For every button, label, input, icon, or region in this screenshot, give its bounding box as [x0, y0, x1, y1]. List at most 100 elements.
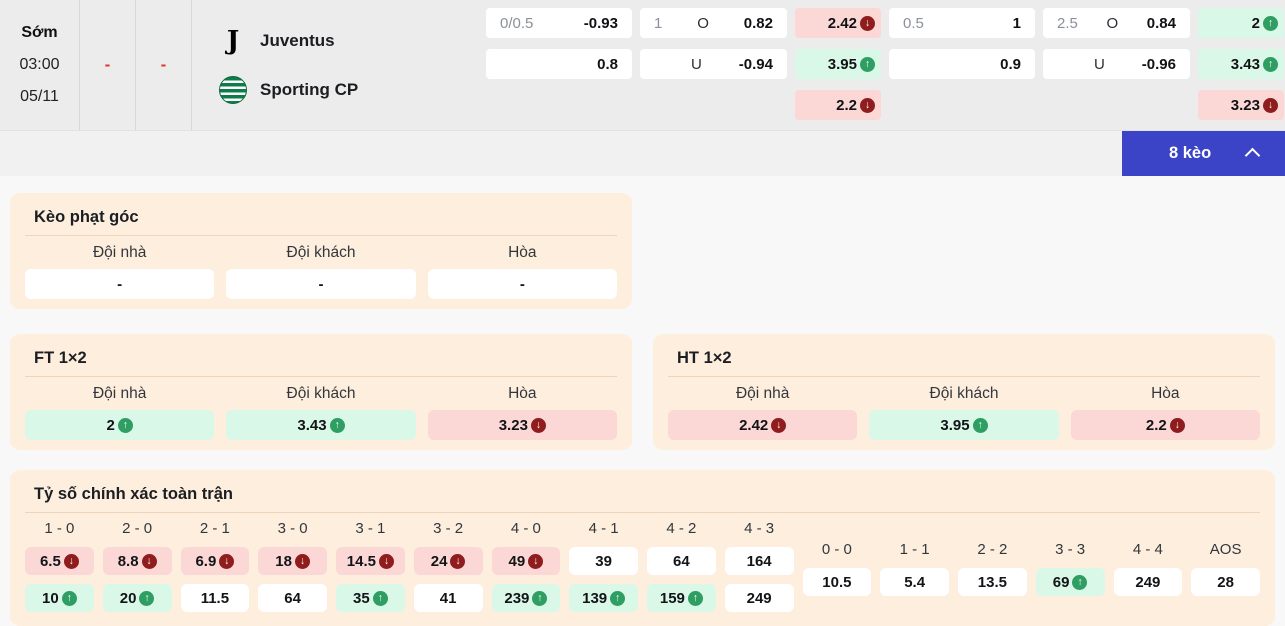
- hdp1-home-value: -0.93: [583, 14, 618, 32]
- score-away: -: [160, 55, 167, 74]
- score-odd-top[interactable]: 39: [569, 547, 638, 575]
- corner-odds-home[interactable]: -: [25, 269, 215, 299]
- home-team-row[interactable]: J Juventus: [219, 26, 486, 56]
- score-odd[interactable]: 69 ↑: [1035, 568, 1105, 596]
- ft-panel-title: FT 1×2: [25, 347, 617, 377]
- ht-odds-home[interactable]: 2.42 ↓: [668, 410, 858, 440]
- match-stage: Sớm: [21, 24, 58, 41]
- odds-value: 3.23: [1230, 96, 1260, 114]
- score-odd-bottom[interactable]: 11.5: [180, 584, 250, 612]
- ht-odds-away[interactable]: 3.95 ↑: [869, 410, 1059, 440]
- hdp1-line: 0/0.5: [500, 14, 534, 32]
- score-odd-top[interactable]: 6.9 ↓: [180, 547, 250, 575]
- score-odd-top[interactable]: 18 ↓: [258, 547, 327, 575]
- match-date: 05/11: [20, 88, 59, 105]
- odds-toggle-bar: 8 kèo: [0, 130, 1285, 176]
- oneXtwo2-draw[interactable]: 3.23 ↓: [1198, 90, 1284, 120]
- odds-value: 14.5: [346, 552, 376, 570]
- score-odd-top[interactable]: 49 ↓: [491, 547, 561, 575]
- hdp2-home-odds[interactable]: 0.5 1: [889, 8, 1035, 38]
- arrow-down-icon: ↓: [450, 553, 466, 569]
- ht-header-away: Đội khách: [929, 385, 999, 402]
- score-odd-bottom[interactable]: 249: [724, 584, 794, 612]
- chevron-up-icon: [1244, 147, 1261, 164]
- odds-value: 159: [659, 589, 685, 607]
- score-column-1-1: 1 - 1 5.4: [880, 540, 949, 612]
- hdp1-away-odds[interactable]: 0.8: [486, 49, 632, 79]
- score-odd[interactable]: 10.5: [802, 568, 872, 596]
- odds-value: 49: [508, 552, 526, 570]
- match-time: 03:00: [19, 56, 60, 73]
- score-odd[interactable]: 5.4: [880, 568, 949, 596]
- exact-score-panel: Tỷ số chính xác toàn trận 1 - 0 6.5 ↓ 10 ↑ 2 …: [10, 470, 1275, 626]
- ft-odds-away[interactable]: 3.43 ↑: [226, 410, 416, 440]
- score-column-3-2: 3 - 2 24 ↓ 41: [413, 519, 483, 612]
- arrow-up-icon: ↑: [1263, 56, 1278, 72]
- score-odd-bottom[interactable]: 139 ↑: [569, 584, 638, 612]
- ht-odds-draw[interactable]: 2.2 ↓: [1070, 410, 1260, 440]
- score-odd[interactable]: 28: [1191, 568, 1260, 596]
- odds-value: 3.95: [940, 416, 970, 434]
- odds-value: 2.42: [827, 14, 857, 32]
- odds-value: 2.2: [1145, 416, 1167, 434]
- corner-odds-draw[interactable]: -: [427, 269, 617, 299]
- hdp2-away-odds[interactable]: 0.9: [889, 49, 1035, 79]
- exact-score-title: Tỷ số chính xác toàn trận: [25, 483, 1260, 513]
- arrow-down-icon: ↓: [528, 553, 544, 569]
- arrow-up-icon: ↑: [610, 590, 626, 606]
- score-odd-bottom[interactable]: 20 ↑: [102, 584, 172, 612]
- ou2-over-odds[interactable]: 2.5 O 0.84: [1043, 8, 1190, 38]
- score-label: 4 - 2: [666, 520, 697, 537]
- hdp2-home-value: 1: [1012, 14, 1021, 32]
- score-odd-bottom[interactable]: 10 ↑: [25, 584, 94, 612]
- score-odd-bottom[interactable]: 41: [413, 584, 483, 612]
- oneXtwo2-home[interactable]: 2 ↑: [1198, 8, 1284, 38]
- score-label: 2 - 2: [977, 541, 1008, 558]
- toggle-odds-button[interactable]: 8 kèo: [1122, 131, 1285, 176]
- score-odd[interactable]: 13.5: [958, 568, 1027, 596]
- score-odd-top[interactable]: 14.5 ↓: [336, 547, 405, 575]
- corner-odds-away[interactable]: -: [226, 269, 416, 299]
- ft-odds-home[interactable]: 2 ↑: [25, 410, 215, 440]
- ou2-under-label: U: [1093, 55, 1105, 73]
- ft-odds-draw[interactable]: 3.23 ↓: [427, 410, 617, 440]
- score-odd-top[interactable]: 164: [724, 547, 794, 575]
- odds-value: 69: [1052, 573, 1070, 591]
- arrow-down-icon: ↓: [63, 553, 79, 569]
- arrow-down-icon: ↓: [294, 553, 310, 569]
- oneXtwo1-home[interactable]: 2.42 ↓: [795, 8, 881, 38]
- odds-value: 2.42: [739, 416, 769, 434]
- score-column-4-1: 4 - 1 39 139 ↑: [569, 519, 638, 612]
- score-odd-bottom[interactable]: 64: [258, 584, 327, 612]
- score-odd-bottom[interactable]: 239 ↑: [491, 584, 561, 612]
- home-team-name: Juventus: [260, 30, 335, 50]
- away-team-row[interactable]: Sporting CP: [219, 75, 486, 104]
- ft-header-draw: Hòa: [508, 385, 537, 402]
- odds-value: 2: [1251, 14, 1260, 32]
- teams-column: J Juventus Sporting CP: [192, 0, 486, 130]
- score-odd-top[interactable]: 24 ↓: [413, 547, 483, 575]
- odds-value: 3.23: [498, 416, 528, 434]
- score-label: 1 - 0: [44, 520, 75, 537]
- score-odd-bottom[interactable]: 35 ↑: [336, 584, 405, 612]
- score-label: 4 - 4: [1132, 541, 1163, 558]
- score-odd[interactable]: 249: [1113, 568, 1183, 596]
- corner-header-home: Đội nhà: [92, 244, 147, 261]
- score-column-3-3: 3 - 3 69 ↑: [1035, 540, 1105, 612]
- oneXtwo2-away[interactable]: 3.43 ↑: [1198, 49, 1284, 79]
- oneXtwo1-draw[interactable]: 2.2 ↓: [795, 90, 881, 120]
- hdp1-home-odds[interactable]: 0/0.5 -0.93: [486, 8, 632, 38]
- arrow-down-icon: ↓: [378, 553, 394, 569]
- odds-value: 249: [746, 589, 772, 607]
- score-odd-top[interactable]: 64: [647, 547, 716, 575]
- score-odd-bottom[interactable]: 159 ↑: [647, 584, 716, 612]
- ou1-over-odds[interactable]: 1 O 0.82: [640, 8, 787, 38]
- ou1-under-odds[interactable]: U -0.94: [640, 49, 787, 79]
- oneXtwo1-away[interactable]: 3.95 ↑: [795, 49, 881, 79]
- score-home: -: [104, 55, 111, 74]
- score-odd-top[interactable]: 8.8 ↓: [102, 547, 172, 575]
- score-odd-top[interactable]: 6.5 ↓: [25, 547, 94, 575]
- score-label: 2 - 0: [122, 520, 153, 537]
- ou2-under-odds[interactable]: U -0.96: [1043, 49, 1190, 79]
- odds-value: 10.5: [822, 573, 852, 591]
